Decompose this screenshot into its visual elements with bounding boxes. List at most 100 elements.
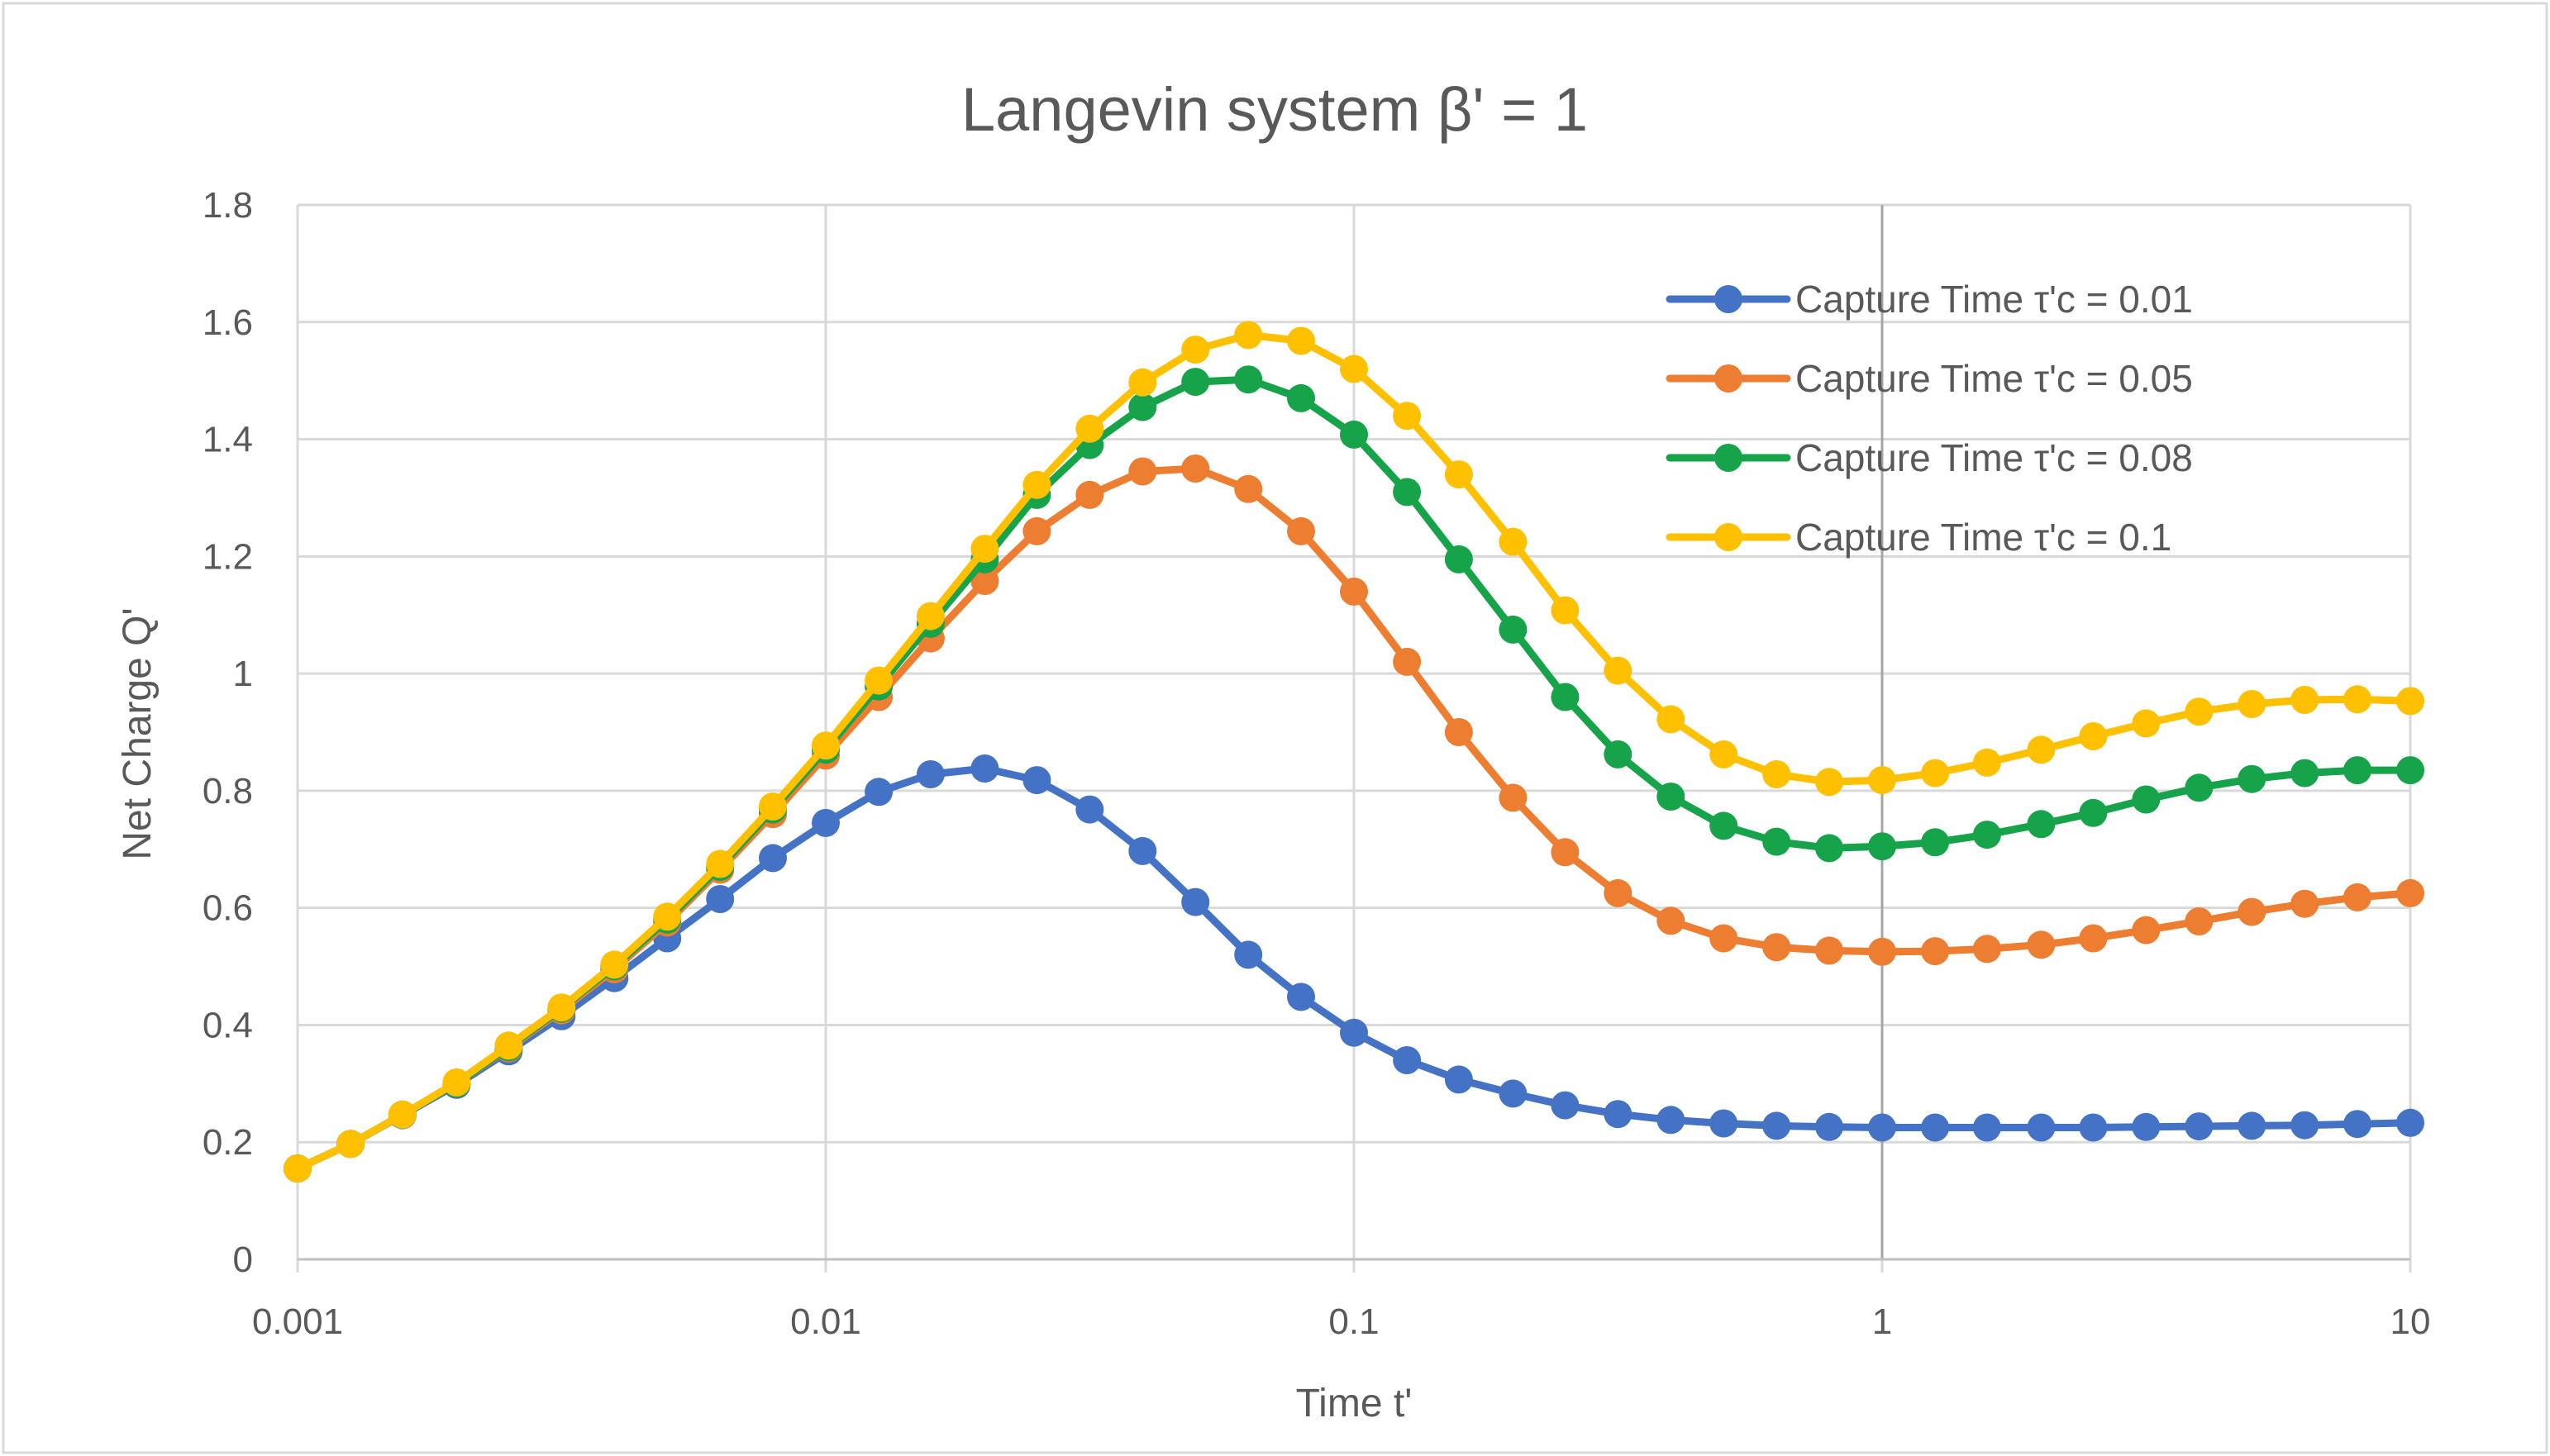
- data-point: [1762, 933, 1791, 962]
- data-point: [494, 1031, 523, 1060]
- x-tick-label: 0.1: [1328, 1301, 1379, 1342]
- data-point: [1762, 760, 1791, 788]
- data-point: [2290, 686, 2319, 714]
- data-point: [2185, 907, 2214, 935]
- data-point: [1181, 454, 1210, 483]
- legend-item-1: Capture Time τ'c = 0.01: [1666, 278, 2193, 321]
- legend-item-3: Capture Time τ'c = 0.08: [1666, 436, 2193, 479]
- data-point: [1709, 811, 1738, 840]
- legend-swatch-marker: [1714, 285, 1742, 313]
- data-point: [2396, 687, 2424, 716]
- data-point: [759, 792, 787, 821]
- y-tick-label: 0.6: [203, 888, 253, 929]
- data-point: [1075, 414, 1104, 443]
- data-point: [1287, 516, 1315, 545]
- data-point: [2290, 1111, 2319, 1140]
- data-point: [1921, 1113, 1950, 1142]
- data-point: [1972, 935, 2001, 964]
- y-axis-title: Net Charge Q': [116, 607, 160, 859]
- data-point: [2027, 1113, 2056, 1142]
- data-point: [1762, 827, 1791, 856]
- data-point: [1551, 1091, 1580, 1120]
- y-tick-label: 0.8: [203, 771, 253, 811]
- data-point: [1656, 1106, 1685, 1135]
- data-point: [1709, 924, 1738, 953]
- data-point: [1762, 1111, 1791, 1140]
- data-point: [1181, 887, 1210, 916]
- data-point: [1234, 474, 1263, 503]
- x-axis-title: Time t': [1296, 1382, 1413, 1425]
- data-point: [2027, 810, 2056, 839]
- legend: Capture Time τ'c = 0.01 Capture Time τ'c …: [1666, 278, 2193, 559]
- data-point: [1972, 1113, 2001, 1142]
- data-point: [2238, 897, 2266, 926]
- data-point: [970, 754, 999, 783]
- data-point: [1868, 1113, 1896, 1142]
- data-point: [2132, 1112, 2161, 1141]
- data-point: [1551, 596, 1580, 625]
- data-point: [2290, 759, 2319, 787]
- data-point: [2185, 773, 2214, 802]
- data-point: [1022, 766, 1051, 795]
- data-point: [2185, 697, 2214, 726]
- data-point: [600, 950, 629, 979]
- data-point: [1656, 783, 1685, 811]
- data-point: [1340, 577, 1368, 606]
- data-point: [1075, 480, 1104, 509]
- data-point: [1128, 393, 1157, 421]
- data-point: [812, 808, 840, 837]
- legend-item-2: Capture Time τ'c = 0.05: [1666, 357, 2193, 400]
- data-point: [1499, 527, 1528, 556]
- data-point: [1340, 420, 1368, 449]
- data-point: [1340, 1018, 1368, 1047]
- data-point: [2343, 1110, 2371, 1139]
- data-point: [2132, 916, 2161, 944]
- x-tick-label: 0.001: [252, 1301, 343, 1342]
- data-point: [1815, 834, 1843, 863]
- data-point: [1604, 878, 1632, 907]
- data-point: [1287, 983, 1315, 1011]
- x-tick-label: 1: [1872, 1301, 1892, 1342]
- data-point: [1022, 470, 1051, 499]
- data-point: [1868, 766, 1896, 795]
- data-point: [2238, 764, 2266, 793]
- data-point: [1287, 326, 1315, 355]
- data-point: [1815, 1112, 1843, 1141]
- data-point: [1128, 457, 1157, 486]
- data-point: [653, 902, 682, 931]
- legend-label: Capture Time τ'c = 0.01: [1795, 278, 2193, 321]
- x-tick-labels: 0.001 0.01 0.1 1 10: [252, 1301, 2431, 1342]
- y-tick-label: 1: [233, 654, 253, 694]
- data-point: [1709, 740, 1738, 768]
- data-point: [1921, 828, 1950, 857]
- data-point: [1075, 795, 1104, 824]
- series-4: [284, 321, 2424, 1183]
- data-point: [1868, 937, 1896, 966]
- data-point: [812, 731, 840, 760]
- data-point: [1709, 1109, 1738, 1138]
- data-point: [2238, 1111, 2266, 1140]
- data-point: [1604, 656, 1632, 685]
- data-point: [442, 1068, 471, 1097]
- data-point: [2343, 883, 2371, 911]
- data-point: [2343, 756, 2371, 785]
- data-point: [1287, 383, 1315, 412]
- y-tick-label: 0.4: [203, 1005, 253, 1045]
- data-point: [1340, 354, 1368, 383]
- legend-swatch-marker: [1714, 364, 1742, 393]
- data-point: [970, 567, 999, 596]
- y-tick-label: 0.2: [203, 1122, 253, 1163]
- data-point: [1551, 838, 1580, 867]
- data-point: [865, 666, 894, 695]
- data-point: [2027, 930, 2056, 959]
- data-point: [2343, 685, 2371, 714]
- x-tick-label: 10: [2390, 1301, 2431, 1342]
- data-point: [2396, 878, 2424, 907]
- legend-item-4: Capture Time τ'c = 0.1: [1666, 516, 2171, 559]
- data-point: [706, 849, 735, 878]
- data-point: [1444, 460, 1473, 489]
- data-point: [1604, 1100, 1632, 1129]
- data-point: [2132, 709, 2161, 738]
- legend-label: Capture Time τ'c = 0.1: [1795, 516, 2171, 559]
